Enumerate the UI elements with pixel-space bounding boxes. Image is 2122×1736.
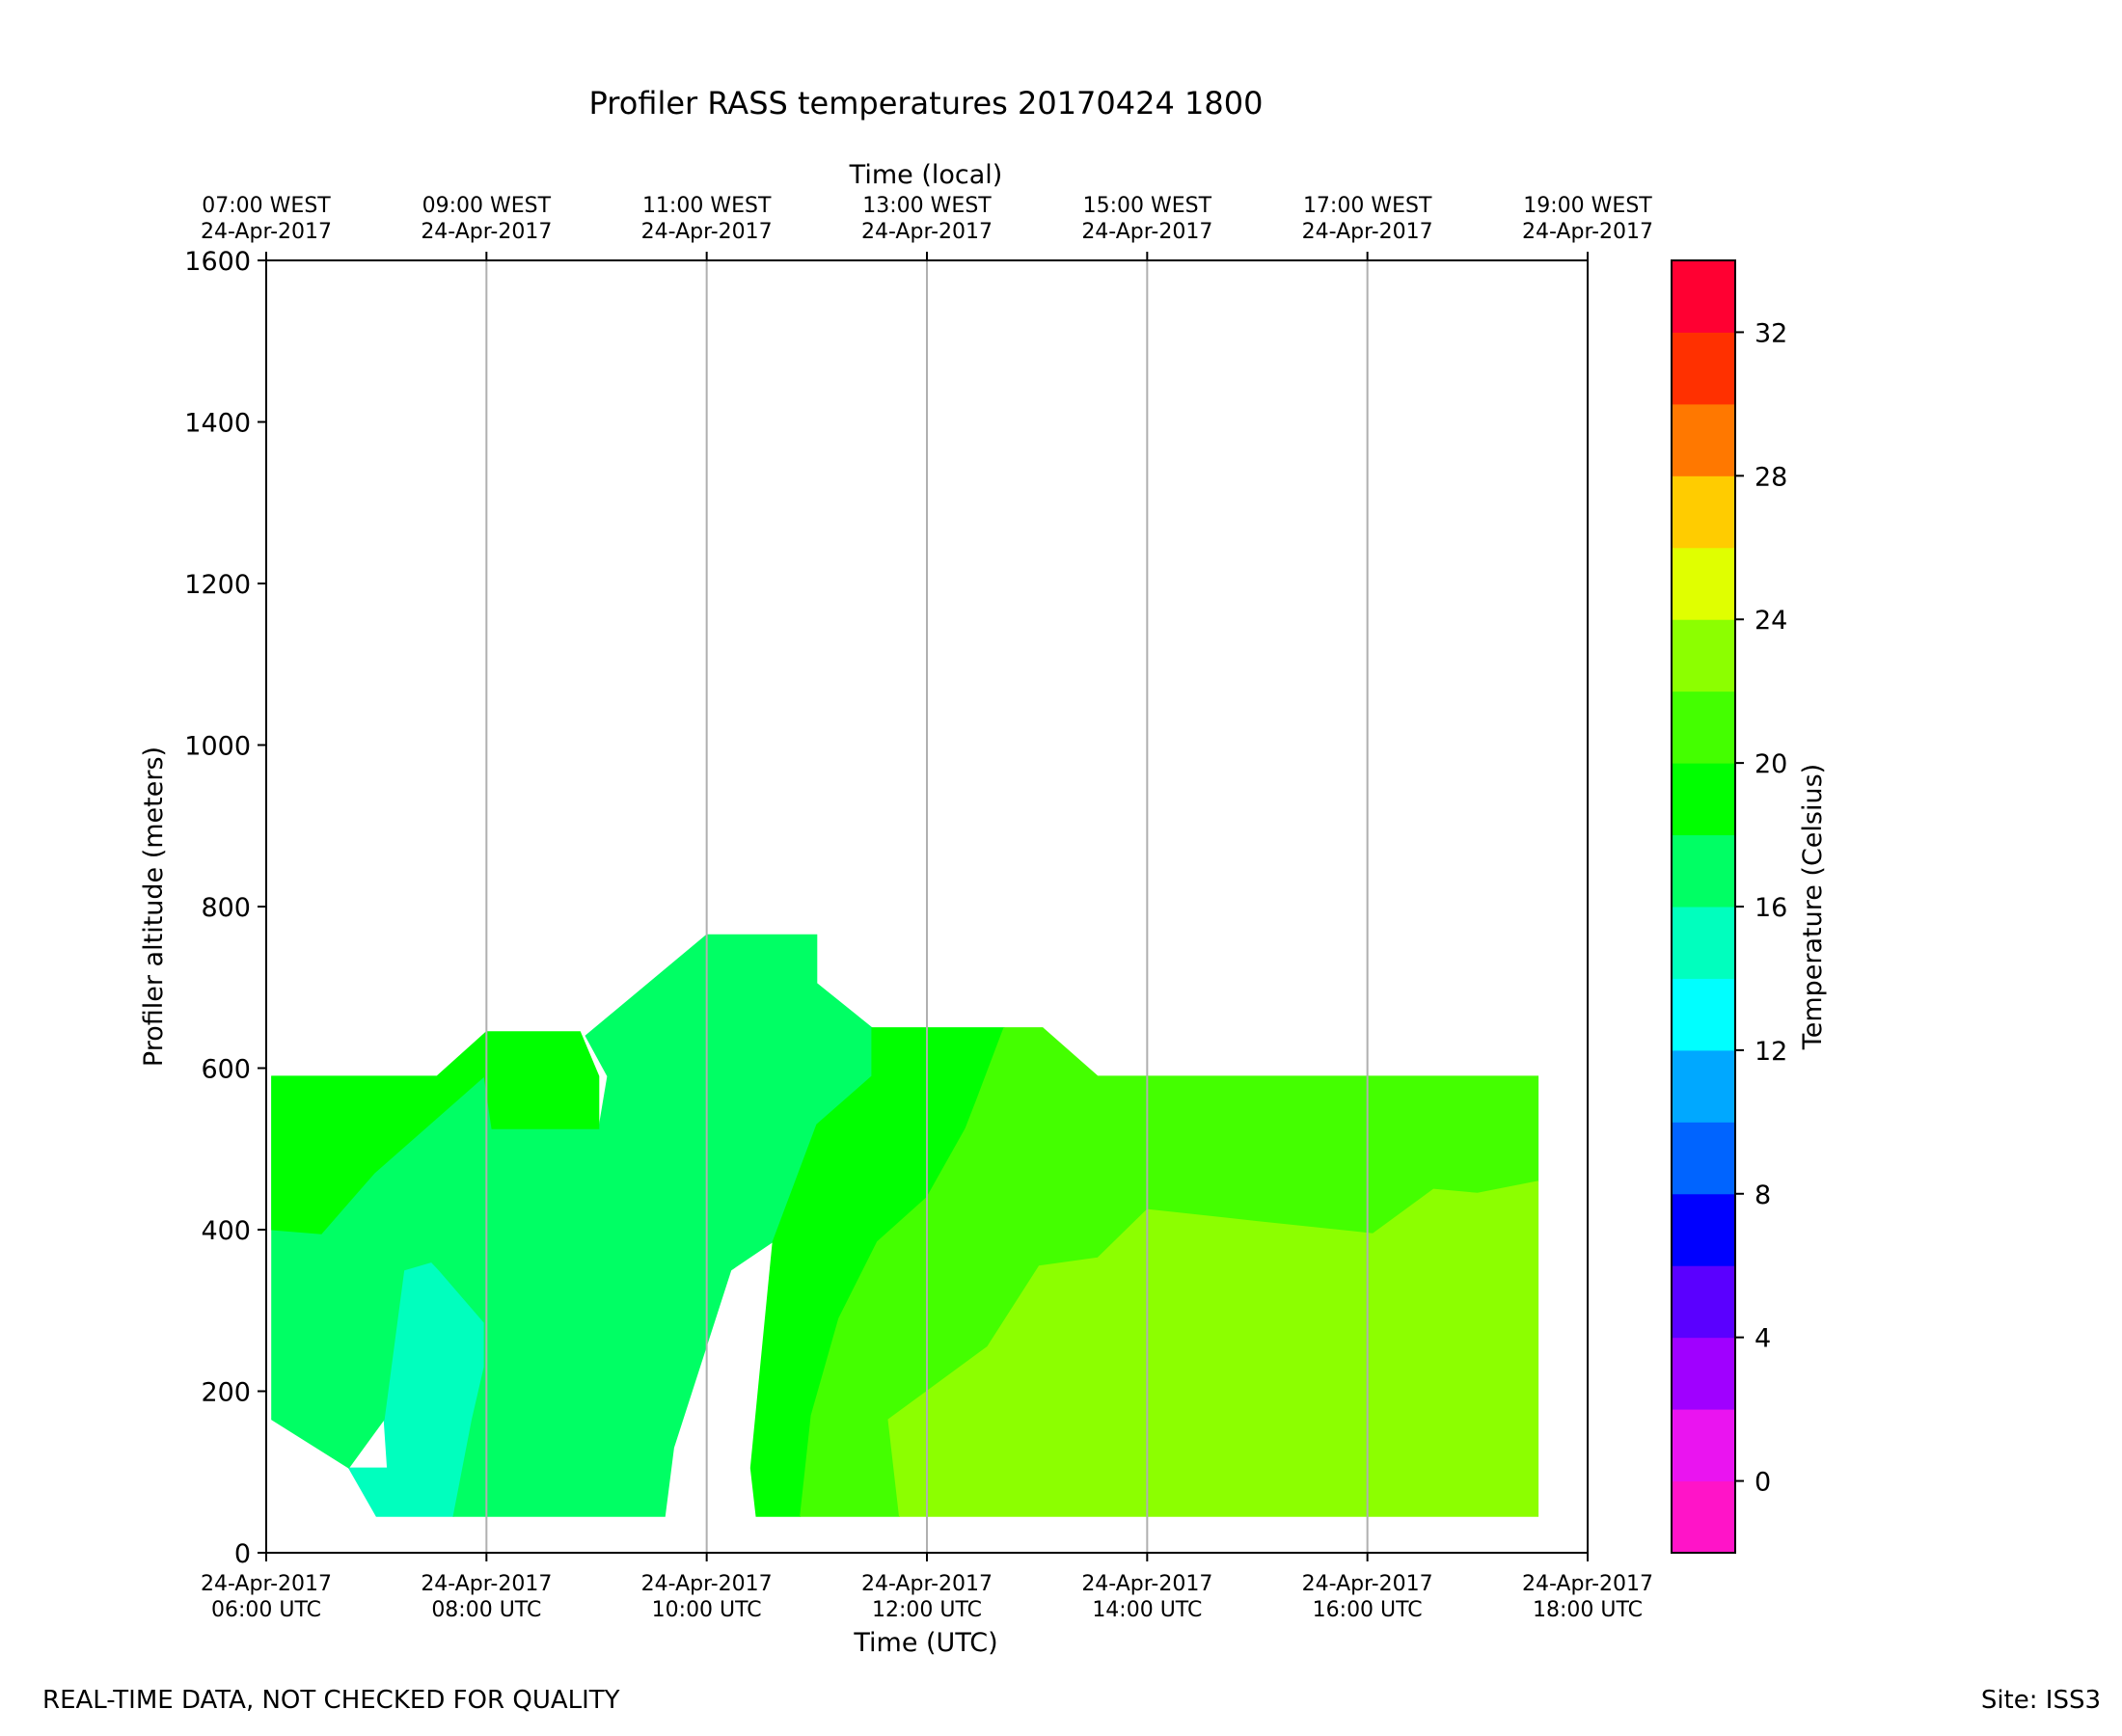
y-tick-label-0: 0 (234, 1539, 251, 1569)
grid-lines (485, 260, 1369, 1553)
x-tick-utc-1: 08:00 UTC (431, 1598, 541, 1622)
x-tick-date-0: 24-Apr-2017 (201, 1572, 332, 1596)
y-axis-label: Profiler altitude (meters) (139, 746, 169, 1067)
x2-tick-date-0: 24-Apr-2017 (201, 220, 332, 244)
colorbar-segment-7 (1672, 978, 1735, 1051)
x2-tick-local-0: 07:00 WEST (202, 194, 331, 218)
y-tick-label-4: 800 (201, 893, 251, 923)
colorbar-tick-label-4: 16 (1755, 893, 1787, 923)
colorbar-label: Temperature (Celsius) (1798, 764, 1828, 1050)
chart-title: Profiler RASS temperatures 20170424 1800 (589, 85, 1264, 122)
x-tick-utc-5: 16:00 UTC (1313, 1598, 1423, 1622)
y-tick-label-5: 1000 (184, 732, 251, 762)
colorbar-segment-17 (1672, 260, 1735, 333)
x-tick-utc-0: 06:00 UTC (211, 1598, 321, 1622)
y-tick-label-6: 1200 (184, 570, 251, 600)
colorbar-tick-label-5: 20 (1755, 749, 1787, 779)
colorbar-tick-label-7: 28 (1755, 462, 1787, 492)
y-tick-label-8: 1600 (184, 247, 251, 277)
contour-regions (271, 934, 1539, 1517)
colorbar-segment-3 (1672, 1265, 1735, 1339)
colorbar: 0 4 8 12 16 20 24 28 32 (1671, 259, 1787, 1554)
x-tick-utc-3: 12:00 UTC (872, 1598, 982, 1622)
x2-tick-local-3: 13:00 WEST (862, 194, 992, 218)
x2-tick-local-6: 19:00 WEST (1523, 194, 1652, 218)
colorbar-segment-5 (1672, 1122, 1735, 1195)
colorbar-segment-10 (1672, 763, 1735, 836)
colorbar-segment-2 (1672, 1337, 1735, 1410)
x2-tick-local-1: 09:00 WEST (422, 194, 552, 218)
site-label: Site: ISS3 (1980, 1686, 2101, 1715)
x2-tick-date-3: 24-Apr-2017 (861, 220, 993, 244)
x2-tick-local-5: 17:00 WEST (1303, 194, 1432, 218)
colorbar-segment-13 (1672, 547, 1735, 620)
x-tick-date-4: 24-Apr-2017 (1081, 1572, 1212, 1596)
contour-region-5 (887, 1180, 1539, 1517)
colorbar-segment-1 (1672, 1409, 1735, 1482)
quality-disclaimer: REAL-TIME DATA, NOT CHECKED FOR QUALITY (42, 1686, 620, 1715)
x-tick-date-3: 24-Apr-2017 (861, 1572, 993, 1596)
colorbar-tick-label-2: 8 (1755, 1180, 1771, 1210)
x2-axis-label: Time (local) (849, 160, 1003, 190)
colorbar-segment-6 (1672, 1049, 1735, 1123)
colorbar-segment-9 (1672, 834, 1735, 908)
x2-tick-local-4: 15:00 WEST (1083, 194, 1212, 218)
colorbar-tick-label-0: 0 (1755, 1468, 1771, 1498)
x2-tick-date-5: 24-Apr-2017 (1302, 220, 1433, 244)
x2-tick-date-2: 24-Apr-2017 (641, 220, 773, 244)
colorbar-segment-16 (1672, 332, 1735, 405)
colorbar-tick-label-1: 4 (1755, 1324, 1771, 1354)
colorbar-segment-0 (1672, 1480, 1735, 1554)
x-tick-utc-4: 14:00 UTC (1092, 1598, 1202, 1622)
contour-region-2 (271, 1031, 600, 1234)
colorbar-segment-11 (1672, 691, 1735, 764)
x2-tick-date-1: 24-Apr-2017 (421, 220, 552, 244)
colorbar-segment-15 (1672, 403, 1735, 476)
x2-tick-date-4: 24-Apr-2017 (1081, 220, 1212, 244)
y-tick-label-2: 400 (201, 1216, 251, 1246)
colorbar-segment-14 (1672, 475, 1735, 549)
y-tick-label-1: 200 (201, 1378, 251, 1408)
colorbar-segment-8 (1672, 907, 1735, 979)
colorbar-tick-label-8: 32 (1755, 318, 1787, 348)
x-tick-date-2: 24-Apr-2017 (641, 1572, 773, 1596)
x-tick-date-5: 24-Apr-2017 (1302, 1572, 1433, 1596)
x2-tick-date-6: 24-Apr-2017 (1522, 220, 1653, 244)
x-tick-utc-6: 18:00 UTC (1533, 1598, 1643, 1622)
x-tick-date-1: 24-Apr-2017 (421, 1572, 552, 1596)
colorbar-segment-12 (1672, 619, 1735, 692)
y-tick-label-3: 600 (201, 1055, 251, 1085)
colorbar-tick-label-6: 24 (1755, 606, 1787, 636)
colorbar-tick-label-3: 12 (1755, 1037, 1787, 1067)
x-axis-label: Time (UTC) (853, 1628, 997, 1658)
x2-tick-local-2: 11:00 WEST (642, 194, 772, 218)
colorbar-segment-4 (1672, 1193, 1735, 1266)
y-tick-label-7: 1400 (184, 409, 251, 439)
x-tick-utc-2: 10:00 UTC (652, 1598, 762, 1622)
x-tick-date-6: 24-Apr-2017 (1522, 1572, 1653, 1596)
